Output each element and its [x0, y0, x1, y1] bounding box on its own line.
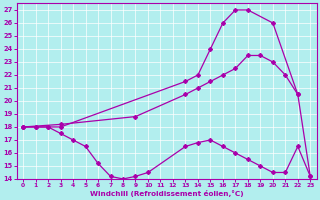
X-axis label: Windchill (Refroidissement éolien,°C): Windchill (Refroidissement éolien,°C) [90, 190, 244, 197]
